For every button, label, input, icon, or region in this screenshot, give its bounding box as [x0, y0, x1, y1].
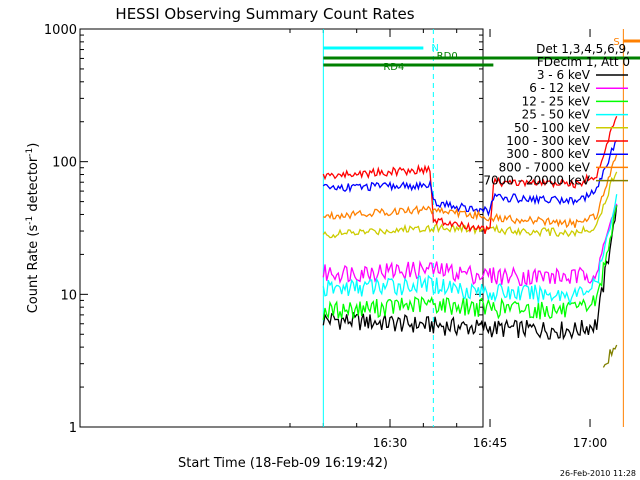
legend-entry-label: 100 - 300 keV: [506, 134, 590, 148]
series-line: [322, 205, 618, 320]
series-line: [602, 344, 618, 368]
legend-entry-label: 25 - 50 keV: [522, 108, 591, 122]
mode-label-s: S: [613, 37, 619, 48]
y-tick-label: 1000: [44, 23, 77, 38]
series-line: [322, 204, 618, 341]
series-line: [322, 203, 618, 287]
legend-entry-label: 300 - 800 keV: [506, 147, 590, 161]
mode-label-rd0: RD0: [437, 51, 458, 62]
mode-label-n: N: [431, 43, 438, 54]
legend-entry-label: 7000 - 20000 keV: [483, 174, 590, 188]
x-tick-label: 16:45: [473, 436, 508, 450]
legend-header-line-1: Det 1,3,4,5,6,9,: [536, 42, 630, 56]
plot-frame: [79, 28, 484, 428]
legend-entry-label: 6 - 12 keV: [529, 81, 591, 95]
chart-title: HESSI Observing Summary Count Rates: [115, 5, 414, 23]
y-tick-label: 1: [69, 421, 77, 436]
legend-entry-label: 12 - 25 keV: [522, 94, 591, 108]
legend-entry-label: 800 - 7000 keV: [499, 160, 591, 174]
legend-entry-label: 3 - 6 keV: [537, 68, 591, 82]
series-line: [323, 154, 618, 229]
legend-entry-label: 50 - 100 keV: [514, 121, 591, 135]
x-tick-label: 16:30: [373, 436, 408, 450]
footer-timestamp: 26-Feb-2010 11:28: [560, 469, 636, 478]
y-tick-label: 100: [52, 156, 77, 171]
series-line: [322, 139, 618, 217]
series-line: [322, 116, 618, 234]
series-line: [322, 194, 618, 306]
vertical-markers: [322, 29, 624, 427]
x-axis-title: Start Time (18-Feb-09 16:19:42): [178, 456, 388, 471]
x-tick-label: 17:00: [573, 436, 608, 450]
legend: Det 1,3,4,5,6,9, FDecim 1, Att 0 3 - 6 k…: [483, 42, 630, 188]
y-axis-title: Count Rate (s-1 detector-1): [25, 143, 41, 314]
legend-header-line-2: FDecim 1, Att 0: [537, 55, 630, 69]
y-tick-label: 10: [60, 288, 77, 303]
mode-label-rd4: RD4: [383, 62, 404, 73]
data-series: [322, 116, 618, 368]
